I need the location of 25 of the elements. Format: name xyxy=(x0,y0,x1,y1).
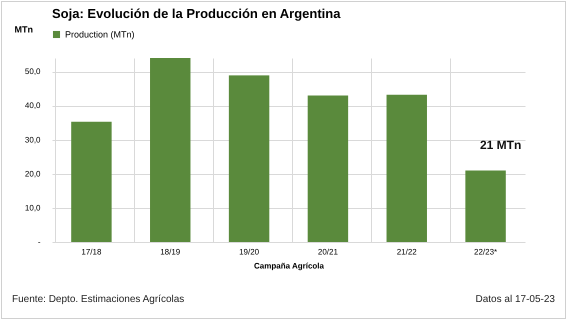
annotation: 21 MTn xyxy=(480,138,522,152)
y-tick-label: 30,0 xyxy=(24,135,42,144)
chart-title: Soja: Evolución de la Producción en Argentina xyxy=(52,6,342,21)
bar xyxy=(150,58,190,242)
y-tick-label: 50,0 xyxy=(24,67,42,76)
y-tick-label: 10,0 xyxy=(24,203,42,212)
x-tick-label: 18/19 xyxy=(160,248,181,256)
x-axis-title: Campaña Agrícola xyxy=(254,262,325,270)
y-tick-label: - xyxy=(38,238,41,246)
bar xyxy=(308,95,348,242)
source-note: Fuente: Depto. Estimaciones Agrícolas xyxy=(12,294,184,305)
y-axis-title: MTn xyxy=(14,24,33,34)
text: Datos al 17-05-23 xyxy=(476,294,555,305)
bar xyxy=(228,75,270,242)
bar xyxy=(465,170,506,242)
x-tick-label: 21/22 xyxy=(396,248,418,256)
x-tick-label: 17/18 xyxy=(81,248,102,256)
bar xyxy=(71,122,112,242)
y-tick-label: 20,0 xyxy=(24,169,42,178)
bar xyxy=(386,94,427,242)
x-tick-label: 19/20 xyxy=(239,248,260,256)
x-tick-label: 22/23* xyxy=(474,248,498,256)
legend-label: Production (MTn) xyxy=(65,30,135,40)
x-tick-label: 20/21 xyxy=(318,248,338,256)
y-tick-label: 40,0 xyxy=(24,101,42,110)
